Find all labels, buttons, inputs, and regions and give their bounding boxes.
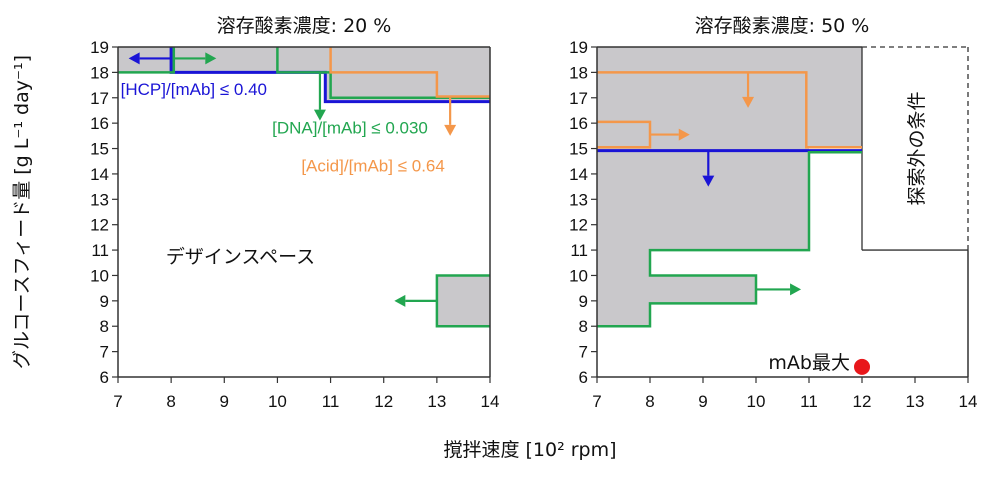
left-dna-arrow-icon bbox=[394, 294, 406, 307]
right-constraint-dna-boundary bbox=[597, 151, 862, 328]
left-x-tick-label: 8 bbox=[166, 392, 175, 411]
right-acid-arrow-icon bbox=[742, 96, 755, 108]
right-y-tick-label: 11 bbox=[570, 241, 588, 260]
right-y-tick-label: 6 bbox=[579, 368, 588, 387]
right-y-tick-label: 13 bbox=[569, 190, 588, 209]
right-dna-arrow-icon bbox=[790, 283, 802, 296]
right-y-tick-label: 12 bbox=[569, 216, 588, 235]
left-dna-arrow-icon bbox=[313, 109, 326, 121]
right-y-tick-label: 14 bbox=[569, 165, 588, 184]
left-x-tick-label: 13 bbox=[427, 392, 446, 411]
right-y-tick-label: 17 bbox=[569, 89, 588, 108]
left-y-tick-label: 12 bbox=[90, 216, 109, 235]
x-axis-title: 撹拌速度 [10² rpm] bbox=[443, 439, 616, 461]
left-y-tick-label: 16 bbox=[90, 114, 109, 133]
left-hcp-arrow-icon bbox=[128, 52, 140, 65]
right-optimum-label: mAb最大 bbox=[768, 352, 850, 374]
right-excluded-label: 探索外の条件 bbox=[906, 92, 928, 206]
left-constraint-dna-boundary bbox=[435, 274, 490, 328]
left-y-tick-label: 10 bbox=[90, 266, 109, 285]
right-infeasible-region bbox=[597, 47, 862, 327]
left-y-tick-label: 11 bbox=[91, 241, 109, 260]
right-x-tick-label: 14 bbox=[959, 392, 978, 411]
right-y-tick-label: 8 bbox=[579, 317, 588, 336]
left-constraint-label-acid: [Acid]/[mAb] ≤ 0.64 bbox=[301, 156, 445, 175]
left-x-tick-label: 7 bbox=[113, 392, 122, 411]
left-constraint-dna-boundary bbox=[118, 47, 176, 74]
left-y-tick-label: 13 bbox=[90, 190, 109, 209]
right-acid-arrow-icon bbox=[678, 128, 690, 141]
left-design-space-label: デザインスペース bbox=[166, 246, 315, 268]
y-axis-title: グルコースフィード量 [g L⁻¹ day⁻¹] bbox=[11, 55, 33, 369]
right-y-tick-label: 15 bbox=[569, 140, 588, 159]
left-x-tick-label: 12 bbox=[374, 392, 393, 411]
left-y-tick-label: 19 bbox=[90, 38, 109, 57]
left-chart-title: 溶存酸素濃度: 20 % bbox=[217, 15, 392, 37]
left-x-tick-label: 10 bbox=[268, 392, 287, 411]
right-y-tick-label: 16 bbox=[569, 114, 588, 133]
right-y-tick-label: 10 bbox=[569, 266, 588, 285]
right-y-tick-label: 7 bbox=[579, 343, 588, 362]
left-infeasible-region bbox=[436, 275, 490, 327]
left-x-tick-label: 11 bbox=[322, 392, 340, 411]
left-y-tick-label: 9 bbox=[100, 292, 109, 311]
left-constraint-label-hcp: [HCP]/[mAb] ≤ 0.40 bbox=[121, 80, 267, 99]
left-chart-plot-area: [HCP]/[mAb] ≤ 0.40 [DNA]/[mAb] ≤ 0.030 [Ac… bbox=[90, 38, 499, 411]
left-y-tick-label: 8 bbox=[100, 317, 109, 336]
right-hcp-arrow-icon bbox=[702, 175, 715, 187]
right-x-tick-label: 10 bbox=[747, 392, 766, 411]
right-optimum-point bbox=[854, 358, 870, 375]
right-x-tick-label: 7 bbox=[592, 392, 601, 411]
left-y-tick-label: 6 bbox=[100, 368, 109, 387]
right-y-tick-label: 19 bbox=[569, 38, 588, 57]
right-y-tick-label: 9 bbox=[579, 292, 588, 311]
left-constraint-label-dna: [DNA]/[mAb] ≤ 0.030 bbox=[272, 118, 428, 137]
right-constraint-acid-boundary bbox=[597, 71, 862, 149]
left-x-tick-label: 9 bbox=[220, 392, 229, 411]
right-x-tick-label: 13 bbox=[906, 392, 925, 411]
left-y-tick-label: 14 bbox=[90, 165, 109, 184]
left-constraint-acid-boundary bbox=[329, 47, 490, 98]
right-excluded-region bbox=[862, 47, 968, 251]
left-y-tick-label: 15 bbox=[90, 140, 109, 159]
right-y-tick-label: 18 bbox=[569, 63, 588, 82]
left-dna-arrow-icon bbox=[205, 52, 217, 65]
right-x-tick-label: 12 bbox=[853, 392, 872, 411]
left-y-tick-label: 7 bbox=[100, 343, 109, 362]
left-y-tick-label: 18 bbox=[90, 63, 109, 82]
left-y-tick-label: 17 bbox=[90, 89, 109, 108]
right-x-tick-label: 11 bbox=[800, 392, 818, 411]
left-acid-arrow-icon bbox=[444, 124, 457, 136]
right-x-tick-label: 8 bbox=[645, 392, 654, 411]
right-chart-title: 溶存酸素濃度: 50 % bbox=[695, 15, 870, 37]
right-x-tick-label: 9 bbox=[698, 392, 707, 411]
left-x-tick-label: 14 bbox=[481, 392, 500, 411]
